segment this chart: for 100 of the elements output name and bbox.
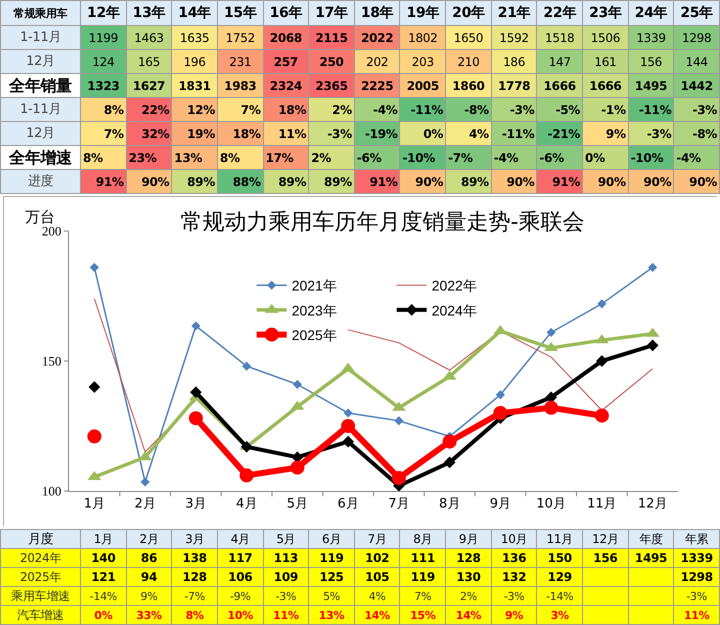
point [290, 460, 304, 475]
y-axis-title: 万台 [25, 209, 55, 226]
y-tick-label: 全年销量 [0, 74, 80, 98]
data-label: 1627 [126, 74, 172, 98]
point [188, 411, 203, 426]
point [493, 406, 508, 420]
data-label: -11% [491, 122, 537, 146]
data-label: 196 [172, 50, 218, 74]
data-label: -3% [308, 122, 354, 146]
x-tick-label: 13年 [126, 0, 172, 26]
data-label: 7% [217, 98, 264, 122]
data-label: 19% [172, 122, 218, 146]
data-label: -9% [217, 586, 264, 606]
data-label: 89% [446, 170, 492, 194]
data-label: -14% [80, 586, 126, 606]
x-tick-label: 12月 [638, 496, 668, 512]
x-tick-label: 3月 [185, 496, 207, 512]
data-label: 156 [582, 548, 628, 568]
data-label: 90% [491, 170, 537, 194]
data-label: 0% [582, 146, 628, 170]
data-label: 132 [491, 568, 537, 586]
data-label: 90% [674, 170, 720, 194]
data-label: -6% [354, 146, 400, 170]
data-label: 121 [80, 568, 126, 586]
data-label: 1518 [536, 26, 583, 50]
chart-title: 常规乘用车 [0, 0, 80, 26]
legend-label: 2025年 [292, 327, 337, 344]
data-label: 156 [628, 50, 674, 74]
data-label: 202 [354, 50, 400, 74]
data-label: 10% [217, 606, 264, 624]
data-label: 117 [217, 548, 264, 568]
y-tick-label: 汽车增速 [0, 606, 80, 624]
data-label: 5% [308, 586, 354, 606]
data-label: 128 [172, 568, 218, 586]
point [87, 429, 102, 444]
legend-label: 2021年 [292, 278, 337, 294]
y-tick-label: 150 [42, 354, 62, 369]
data-label: 1831 [172, 74, 218, 98]
point [292, 380, 302, 389]
point [342, 436, 354, 448]
point [392, 471, 406, 485]
x-tick-label: 9月 [446, 530, 492, 548]
data-label: -21% [536, 122, 583, 146]
data-label: 125 [308, 568, 354, 586]
point [546, 328, 556, 337]
data-label: 89% [308, 170, 354, 194]
data-label: 2022 [354, 26, 400, 50]
chart-title: 常规动力乘用车历年月度销量走势-乘联会 [180, 210, 584, 235]
data-label: 90% [126, 170, 172, 194]
point [442, 434, 457, 449]
data-label: 231 [217, 50, 264, 74]
data-label: 1592 [491, 26, 537, 50]
data-label: 109 [263, 568, 309, 586]
data-label: 165 [126, 50, 172, 74]
data-label: -3% [628, 122, 674, 146]
data-label: 1650 [446, 26, 492, 50]
data-label: 90% [582, 170, 628, 194]
data-label: 147 [536, 50, 583, 74]
x-tick-label: 17年 [308, 0, 354, 26]
legend-label: 2023年 [292, 302, 337, 318]
x-tick-label: 7月 [354, 530, 400, 548]
data-label: -10% [628, 146, 674, 170]
data-label: 1463 [126, 26, 172, 50]
x-tick-label: 1月 [80, 530, 126, 548]
point [646, 340, 658, 352]
data-label: 1495 [628, 548, 674, 568]
y-tick-label: 进度 [0, 170, 80, 194]
x-tick-label: 19年 [400, 0, 446, 26]
data-label: 9% [491, 606, 537, 624]
x-tick-label: 25年 [674, 0, 720, 26]
point [544, 400, 558, 415]
data-label: 11% [263, 122, 309, 146]
y-tick-label: 200 [42, 224, 62, 239]
x-tick-label: 12年 [80, 0, 126, 26]
data-label: -8% [674, 122, 720, 146]
data-label: 91% [354, 170, 400, 194]
data-label: 1339 [674, 548, 720, 568]
x-tick-label: 1月 [84, 496, 106, 512]
data-label: 2324 [263, 74, 309, 98]
x-tick-label: 12月 [582, 530, 628, 548]
data-label: 257 [263, 50, 309, 74]
data-label: 11% [263, 606, 309, 624]
data-label: 1199 [80, 26, 126, 50]
data-label: 22% [126, 98, 172, 122]
y-tick-label: 乘用车增速 [0, 586, 80, 606]
data-label: 9% [126, 586, 172, 606]
data-label: 203 [400, 50, 446, 74]
point [594, 408, 609, 423]
legend-label: 2024年 [432, 302, 477, 318]
y-tick-label: 12月 [0, 122, 80, 146]
data-label: 1802 [400, 26, 446, 50]
point [341, 419, 356, 433]
data-label: 89% [263, 170, 309, 194]
point [394, 416, 404, 426]
data-label: 91% [80, 170, 126, 194]
data-label: 1778 [491, 74, 537, 98]
data-label: 2365 [308, 74, 354, 98]
x-tick-label: 18年 [354, 0, 400, 26]
data-label: 7% [80, 122, 126, 146]
point [242, 362, 252, 371]
